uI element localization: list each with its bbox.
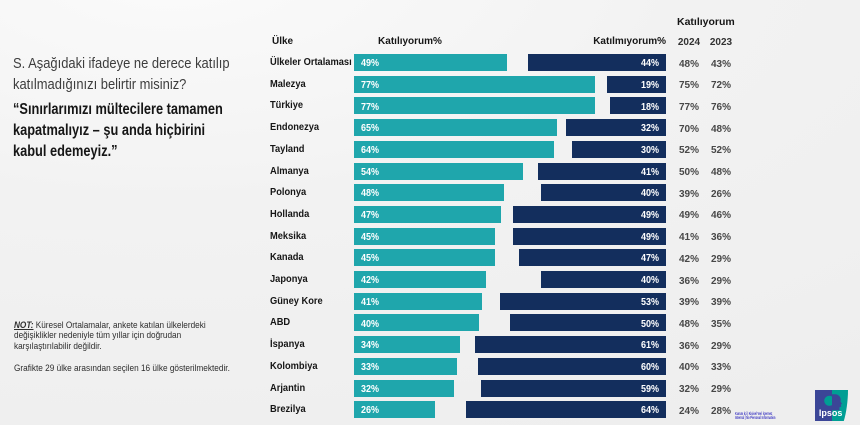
svg-text:Ipsos: Ipsos	[819, 408, 843, 418]
